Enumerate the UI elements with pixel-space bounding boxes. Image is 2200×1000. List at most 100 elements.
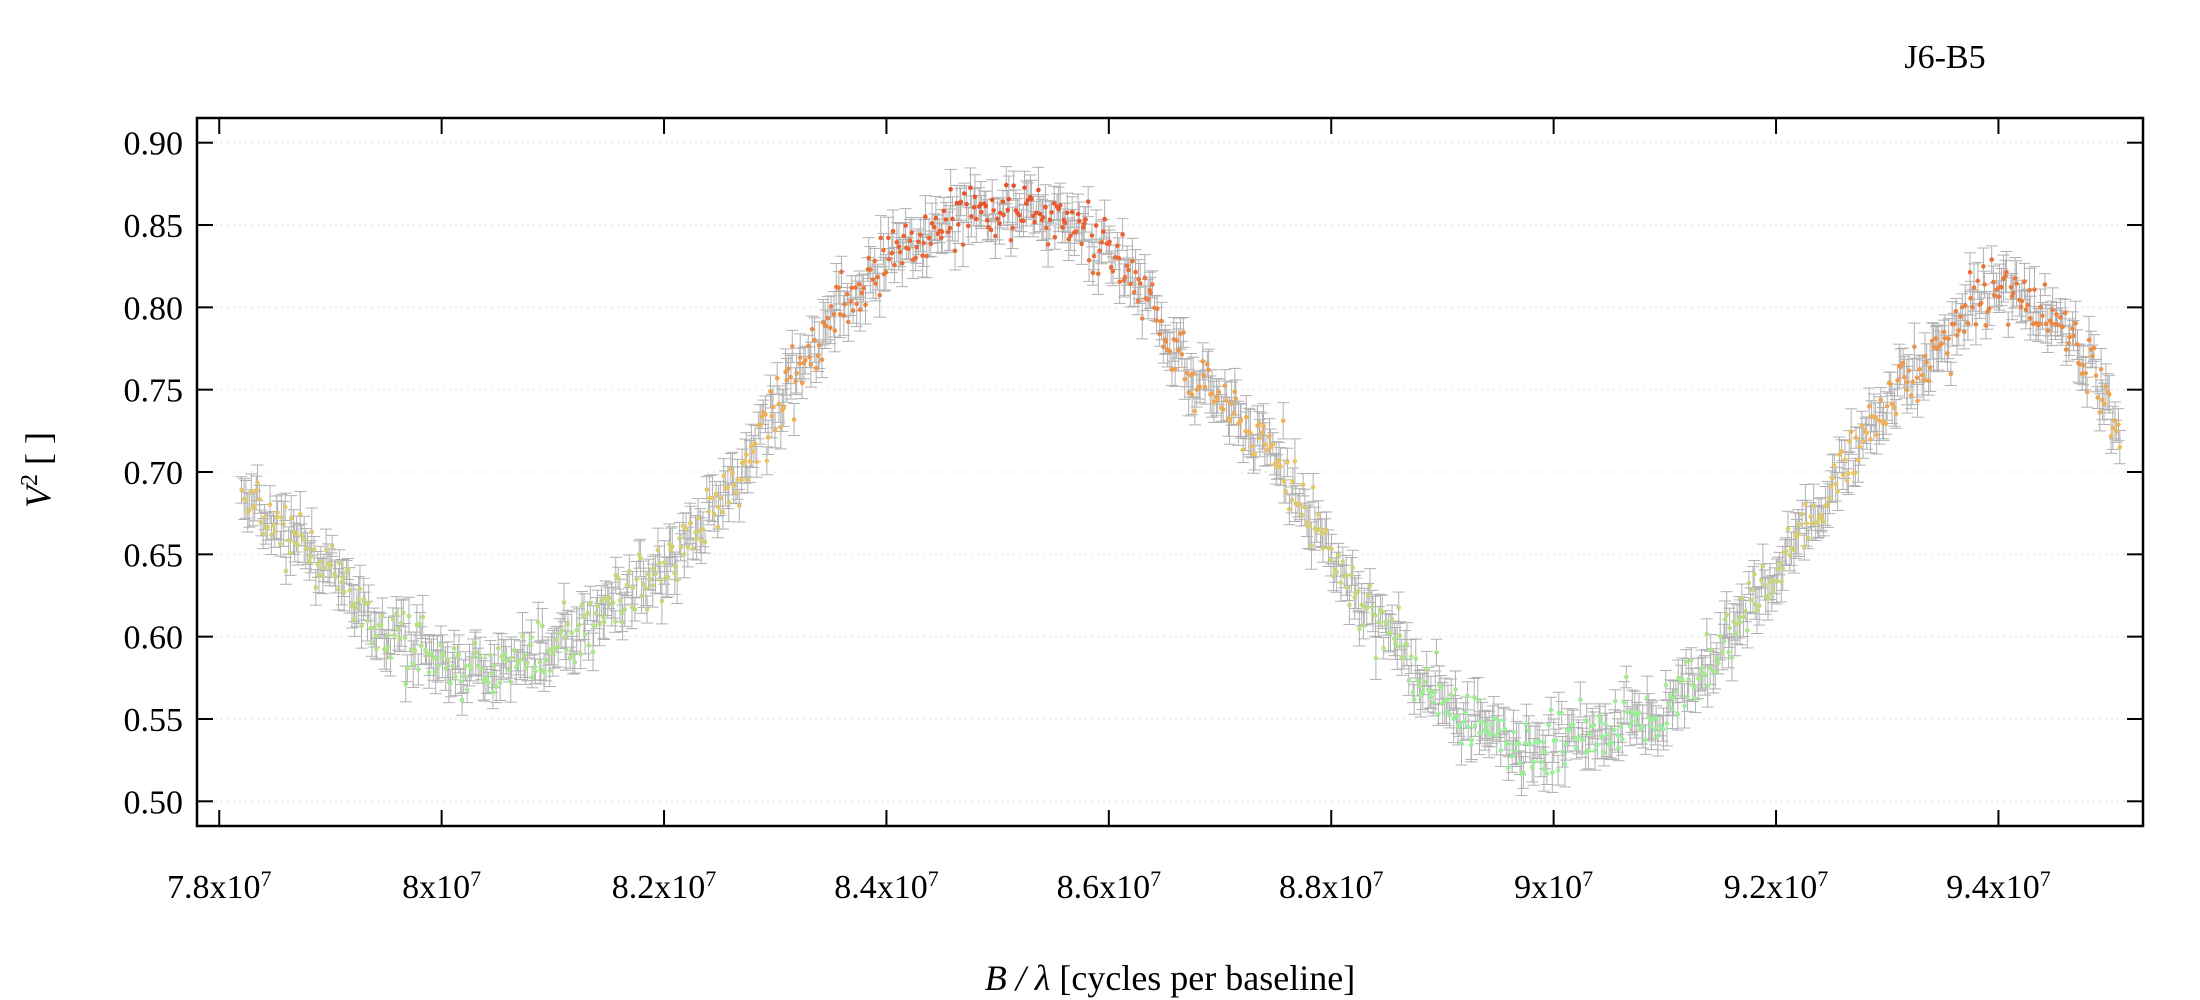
- data-point: [978, 209, 984, 215]
- data-point: [1954, 332, 1960, 338]
- data-point: [924, 253, 930, 259]
- data-point: [529, 635, 534, 640]
- data-point: [1447, 712, 1452, 718]
- data-point: [920, 253, 925, 258]
- data-point: [1465, 693, 1470, 699]
- data-point: [644, 607, 650, 612]
- data-point: [578, 651, 584, 657]
- data-point: [2095, 395, 2101, 400]
- data-point: [2009, 294, 2015, 299]
- data-point: [458, 679, 463, 684]
- data-point: [1576, 734, 1581, 740]
- data-point: [1577, 697, 1583, 702]
- data-point: [590, 649, 596, 655]
- data-point: [341, 589, 347, 595]
- data-point: [2108, 433, 2114, 439]
- data-point: [1634, 721, 1640, 726]
- data-point: [1971, 285, 1977, 290]
- data-point: [1726, 649, 1731, 655]
- data-point: [646, 571, 651, 577]
- data-point: [1261, 423, 1266, 429]
- data-point: [1006, 196, 1012, 202]
- data-point: [1848, 429, 1854, 434]
- y-tick-label: 0.90: [124, 126, 184, 163]
- data-point: [1024, 201, 1029, 206]
- data-point: [617, 598, 623, 603]
- data-point: [1232, 389, 1238, 394]
- x-axis-title: B / λ [cycles per baseline]: [985, 958, 1355, 998]
- data-point: [1192, 408, 1198, 414]
- data-point: [1494, 732, 1500, 738]
- data-point: [1209, 391, 1215, 396]
- data-point: [301, 537, 307, 542]
- data-point: [1461, 719, 1466, 724]
- data-point: [875, 274, 880, 280]
- data-point: [964, 201, 969, 207]
- data-point: [1434, 650, 1439, 655]
- data-point: [1075, 211, 1081, 217]
- data-point: [1116, 255, 1122, 261]
- data-point: [600, 614, 606, 620]
- data-point: [1640, 724, 1646, 729]
- y-tick-label: 0.50: [124, 784, 184, 821]
- data-point: [489, 671, 495, 676]
- data-point: [1249, 443, 1255, 449]
- data-point: [794, 370, 800, 376]
- data-point: [1739, 596, 1745, 601]
- data-point: [1759, 578, 1764, 583]
- data-point: [857, 307, 863, 312]
- data-point: [1495, 718, 1501, 724]
- data-point: [390, 616, 396, 622]
- data-point: [426, 669, 432, 675]
- data-point: [361, 596, 367, 602]
- data-point: [2003, 273, 2008, 279]
- data-point: [448, 680, 453, 686]
- data-point: [529, 674, 535, 680]
- data-point: [1973, 322, 1979, 327]
- data-point: [532, 664, 537, 670]
- data-point: [1636, 710, 1642, 715]
- data-point: [275, 510, 280, 515]
- data-point: [1948, 371, 1954, 377]
- data-point: [1011, 183, 1017, 188]
- data-point: [1083, 217, 1088, 222]
- data-point: [594, 610, 599, 616]
- data-point: [1796, 530, 1801, 536]
- data-point: [1302, 505, 1308, 510]
- data-point: [809, 326, 815, 332]
- data-point: [2091, 345, 2097, 351]
- data-point: [1951, 321, 1957, 327]
- data-point: [2117, 444, 2123, 450]
- data-point: [1413, 656, 1419, 661]
- data-point: [1201, 373, 1206, 378]
- data-point: [252, 503, 257, 509]
- data-point: [1699, 666, 1704, 672]
- data-point: [1864, 430, 1870, 436]
- data-point: [408, 646, 414, 652]
- data-point: [1566, 727, 1572, 733]
- data-point: [1958, 314, 1963, 319]
- data-point: [1284, 460, 1290, 465]
- data-point: [1965, 320, 1971, 326]
- data-point: [1430, 700, 1436, 706]
- data-point: [1765, 596, 1771, 601]
- data-point: [246, 508, 252, 513]
- data-point: [694, 536, 700, 541]
- data-point: [286, 538, 291, 543]
- data-point: [1982, 282, 1987, 287]
- data-point: [1154, 306, 1160, 312]
- data-point: [1888, 381, 1893, 387]
- data-points: [239, 182, 2123, 777]
- data-point: [1112, 254, 1118, 260]
- data-point: [1842, 457, 1848, 462]
- data-point: [742, 458, 748, 464]
- data-point: [2022, 279, 2027, 284]
- data-point: [918, 232, 923, 237]
- data-point: [1047, 217, 1053, 223]
- data-point: [797, 355, 803, 360]
- data-point: [955, 222, 961, 227]
- data-point: [333, 574, 339, 579]
- data-point: [881, 247, 886, 253]
- data-point: [535, 619, 541, 625]
- data-point: [1692, 684, 1697, 690]
